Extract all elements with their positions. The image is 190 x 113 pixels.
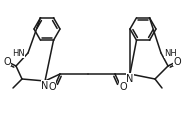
Text: O: O	[173, 56, 181, 66]
Text: O: O	[48, 81, 56, 91]
Text: NH: NH	[164, 49, 177, 58]
Text: N: N	[126, 73, 134, 83]
Text: O: O	[119, 81, 127, 91]
Text: O: O	[3, 56, 11, 66]
Text: HN: HN	[12, 49, 25, 58]
Text: N: N	[41, 80, 49, 90]
